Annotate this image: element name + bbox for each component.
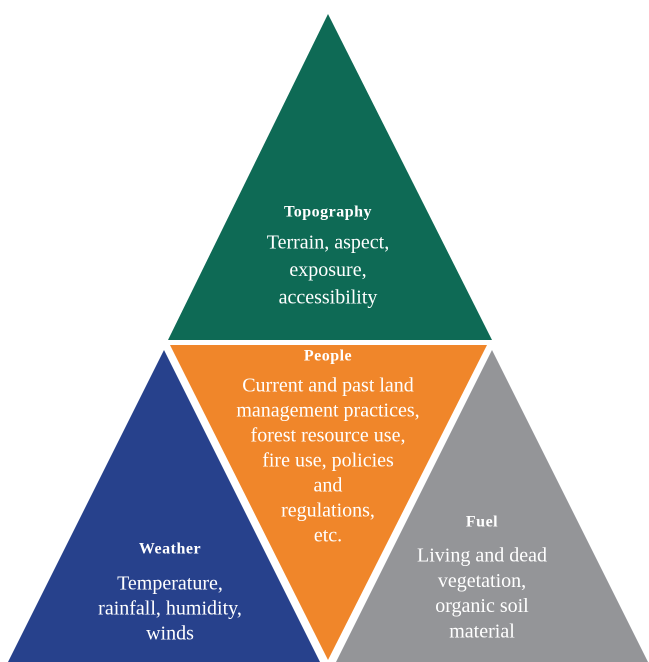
node-text-line: rainfall, humidity, [98, 598, 242, 620]
node-heading: People [304, 348, 352, 365]
node-text-line: Terrain, aspect, [267, 232, 389, 254]
node-text-line: material [449, 620, 515, 642]
node-text-line: winds [146, 623, 194, 645]
node-text-line: Living and dead [417, 545, 547, 567]
node-text-line: vegetation, [438, 570, 526, 592]
node-text-line: and [314, 475, 343, 497]
node-text-line: etc. [314, 525, 342, 547]
node-text-line: management practices, [236, 400, 419, 422]
topography-triangle [168, 14, 492, 340]
node-text-line: accessibility [279, 287, 378, 309]
node-text-line: forest resource use, [251, 425, 406, 447]
node-text-line: organic soil [435, 595, 529, 617]
node-text-line: Temperature, [117, 573, 223, 595]
weather-triangle [8, 350, 320, 662]
node-heading: Weather [139, 541, 201, 558]
fuel-triangle [336, 350, 648, 662]
node-heading: Fuel [466, 514, 498, 531]
node-heading: Topography [284, 204, 372, 221]
people-triangle [170, 345, 487, 660]
node-text-line: fire use, policies [262, 450, 394, 472]
node-text-line: regulations, [281, 500, 375, 522]
node-text-line: exposure, [289, 259, 366, 281]
node-text-line: Current and past land [242, 375, 414, 397]
